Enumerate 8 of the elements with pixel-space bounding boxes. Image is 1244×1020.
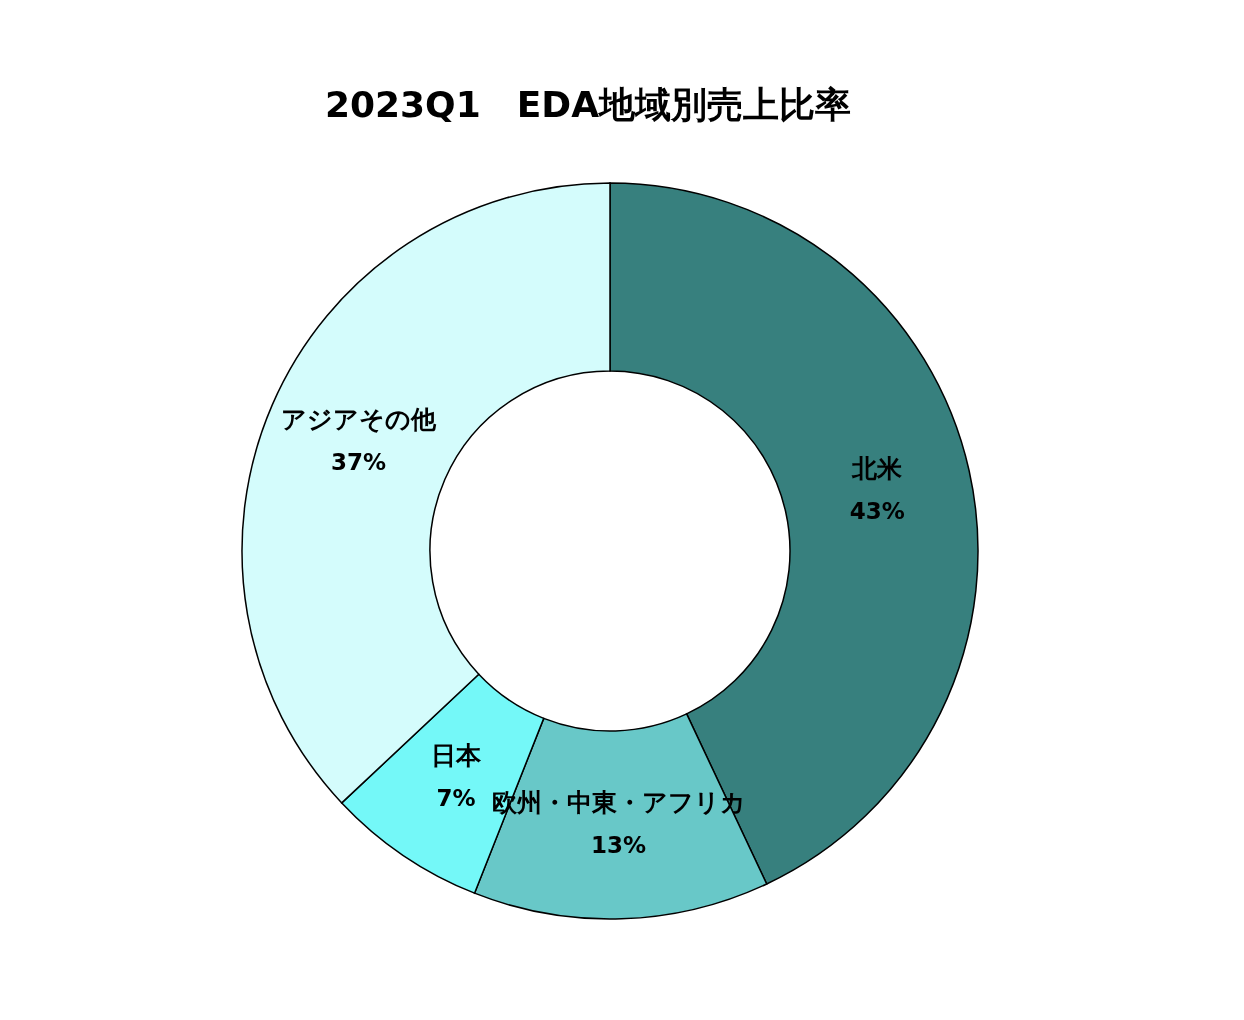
chart-title: 2023Q1 EDA地域別売上比率 bbox=[324, 84, 852, 125]
data-label: 7% bbox=[436, 784, 476, 811]
data-label: 43% bbox=[849, 498, 905, 525]
slice-label: 日本 bbox=[430, 740, 482, 770]
slice-label: アジアその他 bbox=[281, 405, 438, 435]
slice-label: 北米 bbox=[851, 454, 903, 484]
data-label: 37% bbox=[331, 449, 387, 476]
data-label: 13% bbox=[591, 831, 647, 858]
